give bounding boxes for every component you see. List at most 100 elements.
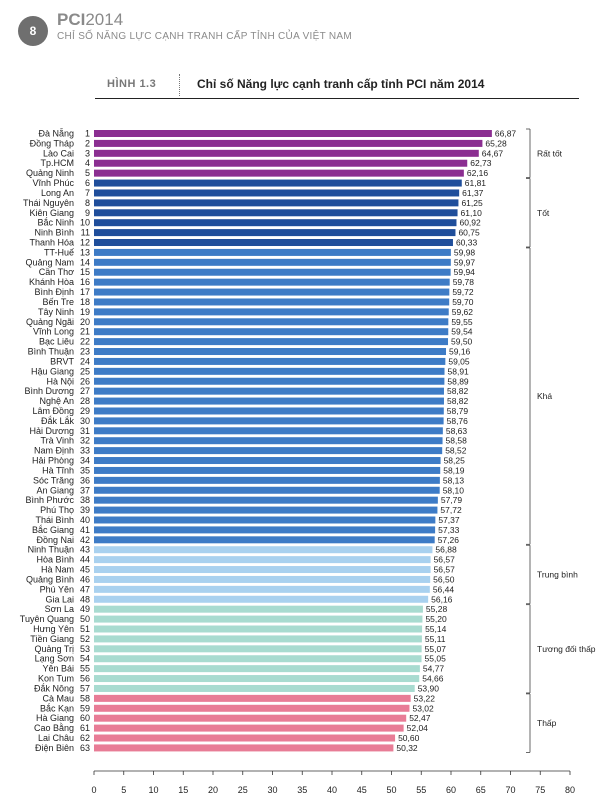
bar xyxy=(94,744,394,752)
rank-label: 44 xyxy=(80,555,90,565)
data-label: 59,05 xyxy=(448,356,470,366)
bar xyxy=(94,239,453,247)
brand-title: PCI2014 xyxy=(57,10,123,30)
bar xyxy=(94,169,464,177)
bar xyxy=(94,704,410,712)
category-label: Cà Mau xyxy=(42,693,74,703)
data-label: 57,79 xyxy=(441,495,463,505)
data-label: 55,11 xyxy=(425,634,446,644)
rank-label: 55 xyxy=(80,664,90,674)
bar xyxy=(94,566,431,574)
category-label: Lào Cai xyxy=(43,148,74,158)
rank-label: 16 xyxy=(80,277,90,287)
category-label: Lâm Đồng xyxy=(32,406,74,416)
bar xyxy=(94,605,423,613)
rank-label: 26 xyxy=(80,376,90,386)
data-label: 54,77 xyxy=(423,664,445,674)
category-label: Đà Nẵng xyxy=(38,129,74,139)
bar xyxy=(94,615,423,623)
bar xyxy=(94,387,444,395)
category-label: Tiền Giang xyxy=(30,634,74,644)
data-label: 59,16 xyxy=(449,347,471,357)
x-tick-label: 40 xyxy=(327,785,337,795)
data-label: 59,50 xyxy=(451,337,473,347)
rank-label: 5 xyxy=(85,168,90,178)
bar xyxy=(94,407,444,415)
rank-label: 42 xyxy=(80,535,90,545)
bar xyxy=(94,139,483,147)
data-label: 58,89 xyxy=(447,376,469,386)
rank-label: 10 xyxy=(80,218,90,228)
category-label: Hà Tĩnh xyxy=(42,465,74,475)
category-label: Tp.HCM xyxy=(41,158,75,168)
bar xyxy=(94,724,404,732)
category-label: Ninh Thuận xyxy=(28,545,74,555)
category-label: Bắc Ninh xyxy=(37,218,74,228)
category-label: BRVT xyxy=(50,356,74,366)
data-label: 61,10 xyxy=(461,208,483,218)
data-label: 56,16 xyxy=(431,594,453,604)
data-label: 55,20 xyxy=(425,614,447,624)
category-label: Kiên Giang xyxy=(29,208,74,218)
bar xyxy=(94,338,449,346)
category-label: Ninh Bình xyxy=(34,228,74,238)
page-number-badge: 8 xyxy=(18,16,48,46)
rank-label: 59 xyxy=(80,703,90,713)
group-label: Tốt xyxy=(537,208,550,218)
category-label: Thanh Hóa xyxy=(29,238,74,248)
x-tick-label: 15 xyxy=(178,785,188,795)
bar xyxy=(94,179,462,187)
bar xyxy=(94,328,449,336)
bar xyxy=(94,457,441,465)
bar xyxy=(94,476,440,484)
bar xyxy=(94,734,396,742)
rank-label: 30 xyxy=(80,416,90,426)
data-label: 60,33 xyxy=(456,238,478,248)
x-tick-label: 70 xyxy=(505,785,515,795)
bar xyxy=(94,516,436,524)
figure-divider xyxy=(179,74,180,96)
rank-label: 40 xyxy=(80,515,90,525)
bar xyxy=(94,595,429,603)
bar xyxy=(94,159,468,167)
data-label: 64,67 xyxy=(482,148,504,158)
rank-label: 60 xyxy=(80,713,90,723)
bar xyxy=(94,684,415,692)
rank-label: 45 xyxy=(80,565,90,575)
x-tick-label: 0 xyxy=(91,785,96,795)
rank-label: 3 xyxy=(85,148,90,158)
rank-label: 34 xyxy=(80,456,90,466)
rank-label: 15 xyxy=(80,267,90,277)
data-label: 65,28 xyxy=(485,138,507,148)
category-label: Cao Bằng xyxy=(34,723,74,733)
bar xyxy=(94,130,492,137)
data-label: 57,72 xyxy=(440,505,462,515)
category-label: Hậu Giang xyxy=(31,366,74,376)
rank-label: 20 xyxy=(80,317,90,327)
category-label: Vĩnh Long xyxy=(33,327,74,337)
category-label: Thái Nguyên xyxy=(23,198,74,208)
data-label: 60,75 xyxy=(458,228,480,238)
bar xyxy=(94,268,451,276)
data-label: 59,72 xyxy=(452,287,474,297)
category-label: Sóc Trăng xyxy=(33,475,74,485)
category-label: Cần Thơ xyxy=(39,267,74,277)
bar xyxy=(94,447,443,455)
category-label: Hà Nội xyxy=(46,376,74,386)
category-label: Hà Nam xyxy=(41,565,74,575)
data-label: 61,37 xyxy=(462,188,484,198)
group-label: Khá xyxy=(537,391,552,401)
bar xyxy=(94,278,450,286)
data-label: 56,44 xyxy=(433,584,455,594)
category-label: Hải Dương xyxy=(30,426,74,436)
data-label: 58,10 xyxy=(443,485,465,495)
data-label: 59,55 xyxy=(451,317,473,327)
data-label: 53,22 xyxy=(414,693,436,703)
rank-label: 63 xyxy=(80,743,90,753)
rank-label: 9 xyxy=(85,208,90,218)
bar xyxy=(94,496,438,504)
rank-label: 49 xyxy=(80,604,90,614)
bar xyxy=(94,377,445,385)
bar xyxy=(94,288,450,296)
rank-label: 36 xyxy=(80,475,90,485)
